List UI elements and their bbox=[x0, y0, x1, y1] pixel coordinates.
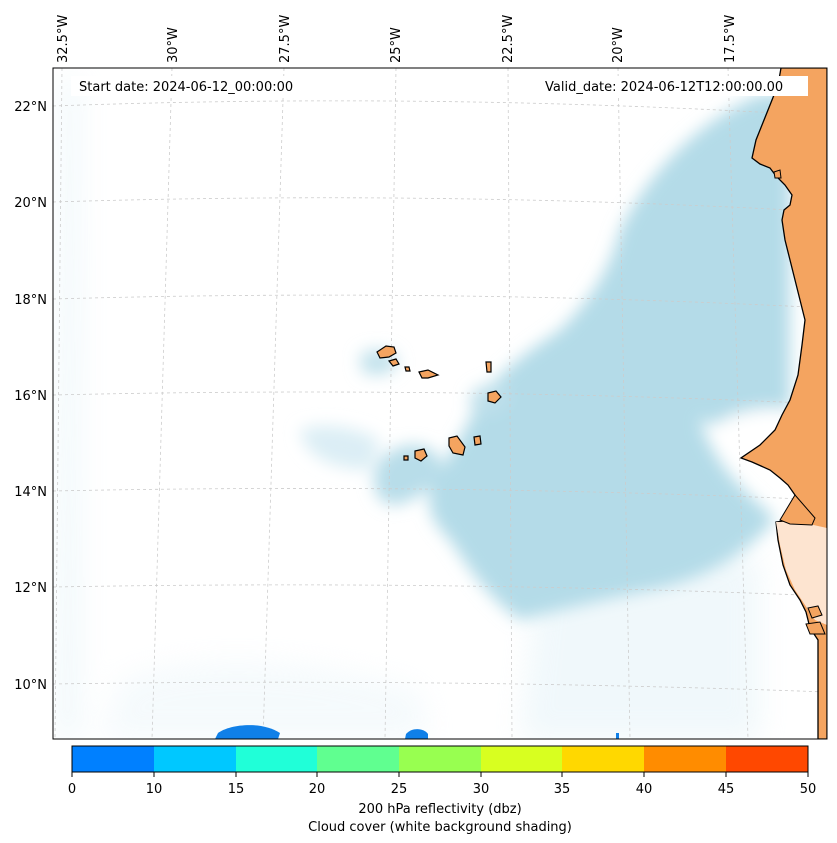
colorbar-seg-3 bbox=[317, 746, 399, 772]
lon-label: 20°W bbox=[611, 27, 626, 63]
island-sao-vicente bbox=[387, 358, 400, 367]
land-africa bbox=[739, 68, 827, 739]
colorbar-seg-4 bbox=[399, 746, 481, 772]
colorbar-tick-labels: 0 10 15 20 25 30 35 40 45 50 bbox=[68, 782, 816, 797]
island-santo-antao bbox=[376, 345, 397, 359]
island-fogo bbox=[414, 448, 428, 462]
colorbar-seg-6 bbox=[562, 746, 644, 772]
colorbar-tick-label: 45 bbox=[718, 782, 735, 797]
colorbar-tick-label: 25 bbox=[391, 782, 408, 797]
lat-label: 16°N bbox=[14, 389, 47, 404]
lon-label: 30°W bbox=[166, 27, 181, 63]
lat-label: 14°N bbox=[14, 485, 47, 500]
latitude-labels: 22°N 20°N 18°N 16°N 14°N 12°N 10°N bbox=[14, 100, 47, 693]
colorbar-ticks bbox=[71, 772, 809, 777]
colorbar-tick-label: 20 bbox=[309, 782, 326, 797]
island-maio bbox=[473, 435, 482, 446]
reflectivity-cells bbox=[215, 725, 619, 739]
colorbar-tick-label: 15 bbox=[228, 782, 245, 797]
colorbar-seg-2 bbox=[236, 746, 317, 772]
valid-date-annotation: Valid_date: 2024-06-12T12:00:00.00 bbox=[538, 76, 808, 96]
start-date-annotation: Start date: 2024-06-12_00:00:00 bbox=[71, 76, 313, 96]
start-date-text: Start date: 2024-06-12_00:00:00 bbox=[79, 80, 293, 95]
lon-label: 17.5°W bbox=[723, 15, 738, 63]
lat-label: 20°N bbox=[14, 196, 47, 211]
colorbar-sublabel: Cloud cover (white background shading) bbox=[308, 820, 572, 835]
valid-date-text: Valid_date: 2024-06-12T12:00:00.00 bbox=[545, 80, 783, 95]
island-santiago bbox=[448, 435, 466, 456]
map-area: Start date: 2024-06-12_00:00:00 Valid_da… bbox=[53, 68, 827, 739]
longitude-labels: 32.5°W 30°W 27.5°W 25°W 22.5°W 20°W 17.5… bbox=[56, 15, 738, 63]
lon-label: 22.5°W bbox=[501, 15, 516, 63]
lat-label: 18°N bbox=[14, 293, 47, 308]
island-brava bbox=[403, 455, 409, 461]
lat-label: 10°N bbox=[14, 678, 47, 693]
colorbar-label: 200 hPa reflectivity (dbz) bbox=[358, 802, 521, 817]
lat-label: 22°N bbox=[14, 100, 47, 115]
lat-label: 12°N bbox=[14, 581, 47, 596]
colorbar-frame bbox=[71, 745, 809, 773]
cape-verde-islands bbox=[376, 345, 502, 462]
colorbar-seg-7 bbox=[644, 746, 726, 772]
colorbar-tick-label: 40 bbox=[636, 782, 653, 797]
lon-label: 25°W bbox=[389, 27, 404, 63]
cloud-cover bbox=[300, 95, 790, 620]
island-sao-nicolau bbox=[418, 369, 440, 379]
colorbar: 0 10 15 20 25 30 35 40 45 50 200 hPa ref… bbox=[68, 745, 816, 835]
colorbar-tick-label: 0 bbox=[68, 782, 76, 797]
lon-label: 27.5°W bbox=[278, 15, 293, 63]
lon-label: 32.5°W bbox=[56, 15, 71, 63]
colorbar-seg-8 bbox=[726, 746, 808, 772]
graticule bbox=[53, 68, 827, 739]
colorbar-tick-label: 50 bbox=[800, 782, 817, 797]
colorbar-seg-5 bbox=[481, 746, 562, 772]
map-frame bbox=[52, 67, 828, 740]
colorbar-seg-1 bbox=[154, 746, 236, 772]
colorbar-tick-label: 35 bbox=[554, 782, 571, 797]
colorbar-seg-0 bbox=[72, 746, 154, 772]
island-sal bbox=[485, 361, 492, 373]
island-santa-luzia bbox=[404, 366, 411, 372]
island-boa-vista bbox=[487, 390, 502, 404]
colorbar-tick-label: 10 bbox=[146, 782, 163, 797]
colorbar-tick-label: 30 bbox=[473, 782, 490, 797]
